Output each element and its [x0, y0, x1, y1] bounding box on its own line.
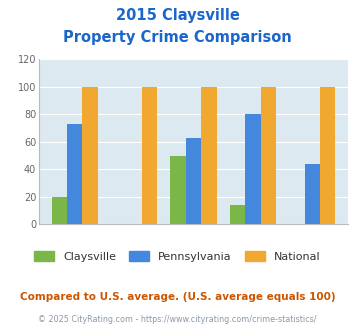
Bar — [245, 115, 261, 224]
Legend: Claysville, Pennsylvania, National: Claysville, Pennsylvania, National — [30, 247, 325, 267]
Bar — [201, 87, 217, 224]
Text: 2015 Claysville: 2015 Claysville — [116, 8, 239, 23]
Bar — [67, 124, 82, 224]
Bar — [320, 87, 335, 224]
Bar — [51, 197, 67, 224]
Text: © 2025 CityRating.com - https://www.cityrating.com/crime-statistics/: © 2025 CityRating.com - https://www.city… — [38, 315, 317, 324]
Bar — [170, 156, 186, 224]
Text: Compared to U.S. average. (U.S. average equals 100): Compared to U.S. average. (U.S. average … — [20, 292, 335, 302]
Bar — [230, 205, 245, 224]
Bar — [305, 164, 320, 224]
Bar — [82, 87, 98, 224]
Bar — [142, 87, 157, 224]
Bar — [261, 87, 276, 224]
Bar — [186, 138, 201, 224]
Text: Property Crime Comparison: Property Crime Comparison — [63, 30, 292, 45]
